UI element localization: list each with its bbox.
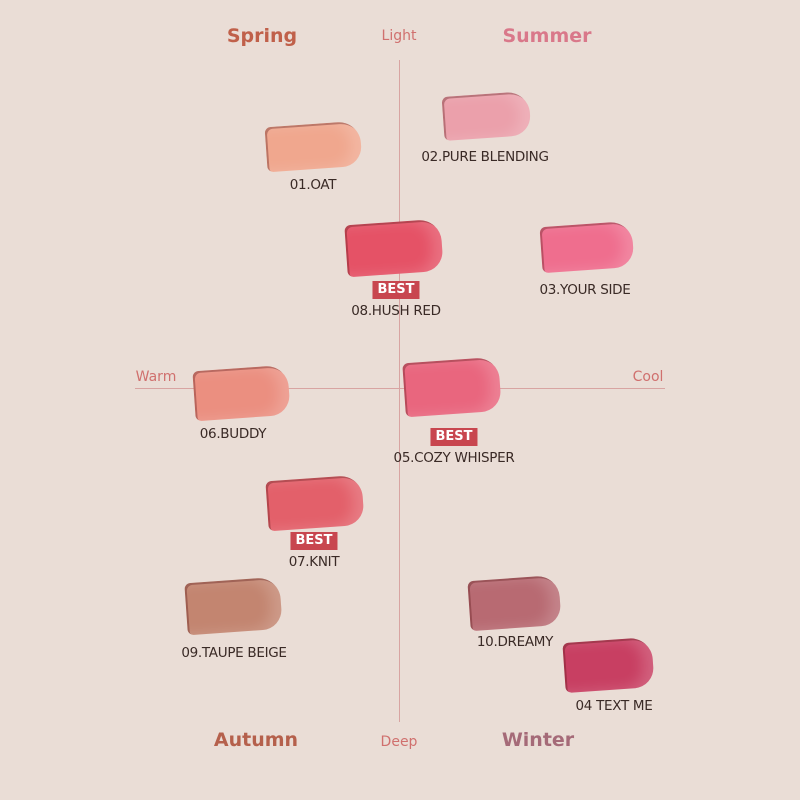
lipstick-swatch	[344, 218, 444, 278]
shade-label: 08.HUSH RED	[351, 303, 441, 319]
vertical-axis-light-deep	[399, 60, 400, 722]
best-badge: BEST	[290, 532, 338, 550]
shade-label: 03.YOUR SIDE	[539, 282, 631, 298]
shade-label: 01.OAT	[289, 177, 337, 193]
lipstick-swatch	[562, 636, 655, 694]
shade-label: 10.DREAMY	[476, 634, 554, 650]
best-badge: BEST	[372, 281, 420, 299]
lipstick-swatch	[184, 576, 283, 636]
lipstick-swatch	[402, 356, 502, 418]
shade-label: 04 TEXT ME	[575, 698, 653, 714]
horizontal-axis-warm-cool	[135, 388, 665, 389]
lipstick-swatch	[264, 120, 363, 173]
lipstick-swatch	[539, 220, 635, 274]
shade-label: 02.PURE BLENDING	[421, 149, 549, 165]
axis-label-right: Cool	[632, 369, 664, 385]
axis-label-left: Warm	[135, 369, 177, 385]
lipstick-swatch	[467, 574, 562, 632]
shade-label: 05.COZY WHISPER	[393, 450, 515, 466]
lipstick-swatch	[265, 474, 365, 532]
shade-label: 07.KNIT	[288, 554, 340, 570]
season-summer: Summer	[502, 25, 592, 47]
season-spring: Spring	[226, 25, 298, 47]
season-winter: Winter	[501, 729, 575, 751]
best-badge: BEST	[430, 428, 478, 446]
axis-label-top: Light	[381, 28, 417, 44]
shade-label: 09.TAUPE BEIGE	[181, 645, 287, 661]
season-autumn: Autumn	[213, 729, 299, 751]
lipstick-swatch	[192, 364, 291, 422]
lipstick-swatch	[441, 91, 532, 141]
shade-label: 06.BUDDY	[199, 426, 267, 442]
axis-label-bottom: Deep	[380, 734, 418, 750]
